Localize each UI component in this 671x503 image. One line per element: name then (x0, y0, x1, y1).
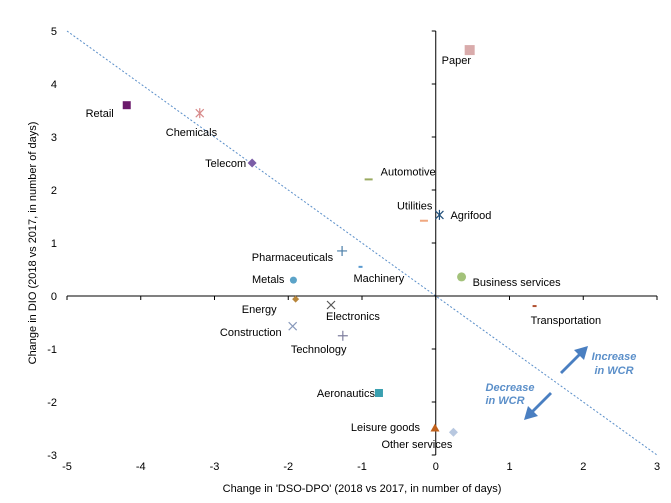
point-chemicals: Chemicals (166, 108, 218, 139)
wcr-arrows (524, 346, 588, 420)
point-business-services: Business services (457, 272, 561, 289)
y-tick-label: 5 (51, 26, 57, 38)
decrease-wcr-label-2: in WCR (485, 395, 524, 407)
marker (337, 245, 348, 256)
point-label: Energy (242, 304, 277, 316)
x-tick-label: 2 (580, 461, 586, 473)
x-tick-label: -2 (283, 461, 293, 473)
point-transportation: Transportation (531, 305, 602, 327)
point-other-services: Other services (381, 427, 458, 451)
point-label: Other services (381, 439, 452, 451)
point-construction: Construction (220, 321, 298, 339)
point-machinery: Machinery (354, 265, 405, 285)
x-tick-label: 0 (433, 461, 439, 473)
marker (374, 388, 383, 397)
y-tick-label: 4 (51, 79, 57, 91)
point-paper: Paper (442, 45, 475, 67)
point-label: Automotive (381, 166, 436, 178)
point-label: Retail (86, 108, 114, 120)
point-label: Telecom (205, 158, 246, 170)
x-tick-label: 1 (506, 461, 512, 473)
point-electronics: Electronics (326, 300, 380, 323)
decrease-wcr-label: Decrease (486, 382, 535, 394)
marker (122, 101, 131, 110)
x-tick-label: -4 (136, 461, 146, 473)
marker (292, 295, 300, 303)
point-label: Construction (220, 327, 282, 339)
y-tick-label: 0 (51, 291, 57, 303)
y-tick-label: 2 (51, 185, 57, 197)
point-label: Chemicals (166, 127, 218, 139)
point-metals: Metals (252, 274, 297, 286)
point-label: Aeronautics (317, 388, 376, 400)
point-label: Agrifood (450, 210, 491, 222)
marker (464, 45, 475, 56)
trendline-line (66, 30, 658, 456)
point-label: Machinery (354, 273, 405, 285)
point-technology: Technology (291, 330, 348, 356)
trendline (66, 30, 658, 456)
marker (195, 108, 205, 119)
y-tick-label: -1 (47, 344, 57, 356)
axes (66, 30, 658, 456)
y-tick-label: 1 (51, 238, 57, 250)
x-tick-label: 3 (654, 461, 660, 473)
x-axis-title: Change in 'DSO-DPO' (2018 vs 2017, in nu… (223, 483, 502, 495)
point-energy: Energy (242, 295, 300, 316)
y-tick-label: -2 (47, 397, 57, 409)
tick-labels: -5 -4 -3 -2 -1 0 1 2 3 -3 -2 -1 0 1 2 3 4 5 (47, 26, 660, 473)
marker (326, 300, 336, 310)
marker (289, 276, 297, 284)
point-aeronautics: Aeronautics (317, 388, 383, 400)
y-tick-label: -3 (47, 450, 57, 462)
data-points: Paper Retail Chemicals Telecom Automotive Uti… (86, 45, 601, 451)
point-pharmaceuticals: Pharmaceuticals (252, 245, 348, 264)
increase-arrow (560, 346, 588, 378)
increase-wcr-label-2: in WCR (594, 365, 633, 377)
marker (288, 321, 298, 331)
point-agrifood: Agrifood (435, 209, 491, 222)
x-tick-label: -5 (62, 461, 72, 473)
increase-wcr-label: Increase (592, 351, 637, 363)
y-tick-label: 3 (51, 132, 57, 144)
point-label: Pharmaceuticals (252, 252, 334, 264)
y-axis-title: Change in DIO (2018 vs 2017, in number o… (27, 122, 39, 365)
point-utilities: Utilities (397, 201, 433, 222)
point-retail: Retail (86, 101, 131, 120)
point-label: Leisure goods (351, 422, 421, 434)
x-tick-label: -1 (357, 461, 367, 473)
point-label: Utilities (397, 201, 433, 213)
point-label: Electronics (326, 311, 380, 323)
marker (435, 209, 444, 220)
point-label: Paper (442, 55, 472, 67)
point-label: Transportation (531, 315, 602, 327)
x-tick-label: -3 (210, 461, 220, 473)
point-telecom: Telecom (205, 158, 257, 170)
marker (247, 158, 257, 168)
point-automotive: Automotive (364, 166, 436, 181)
point-leisure-goods: Leisure goods (351, 422, 440, 434)
point-label: Metals (252, 274, 285, 286)
point-label: Business services (473, 277, 562, 289)
marker (337, 330, 348, 341)
marker (457, 272, 467, 282)
marker (448, 427, 458, 437)
decrease-arrow (524, 390, 552, 420)
marker (430, 423, 440, 432)
point-label: Technology (291, 344, 347, 356)
